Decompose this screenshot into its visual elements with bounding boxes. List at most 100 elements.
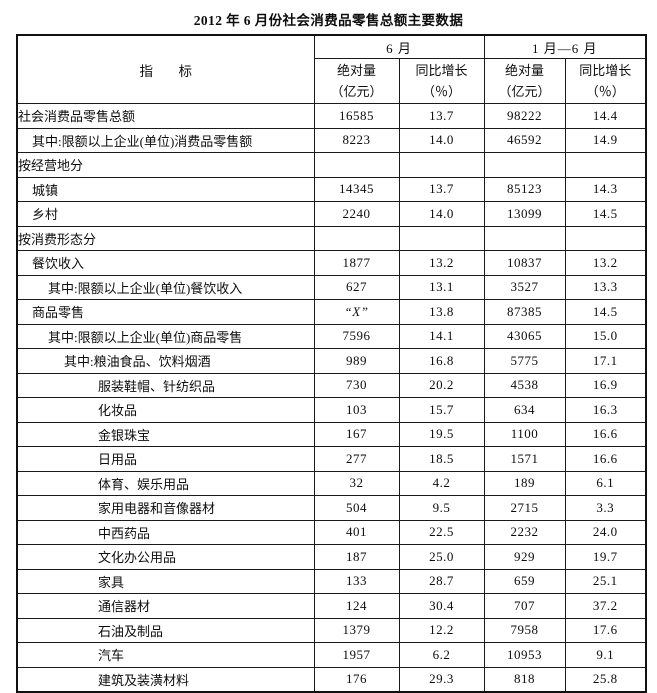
- row-cumulative-growth: 6.1: [564, 470, 647, 496]
- row-june-absolute: “X”: [313, 299, 400, 325]
- row-cumulative-absolute: 7958: [483, 617, 566, 643]
- subheader-line2: （亿元）: [330, 84, 383, 99]
- stats-table-container: 指 标 6 月 1 月—6 月 绝对量 （亿元） 同比增长 （％） 绝对量: [16, 34, 648, 693]
- row-indicator-label: 城镇: [32, 182, 59, 198]
- row-indicator-cell: 社会消费品零售总额: [16, 103, 315, 129]
- subheader-line1: 绝对量: [505, 63, 545, 78]
- table-row: 按消费形态分: [16, 225, 647, 251]
- row-june-growth: [398, 152, 485, 178]
- table-row: 服装鞋帽、针纺织品 730 20.2 4538 16.9: [16, 372, 647, 398]
- row-cumulative-growth: 16.3: [564, 397, 647, 423]
- subheader-line2: （亿元）: [498, 84, 551, 99]
- row-indicator-cell: 其中:粮油食品、饮料烟酒: [16, 348, 315, 374]
- row-june-growth: 16.8: [398, 348, 485, 374]
- table-row: 金银珠宝 167 19.5 1100 16.6: [16, 421, 647, 447]
- retail-sales-table: 指 标 6 月 1 月—6 月 绝对量 （亿元） 同比增长 （％） 绝对量: [16, 34, 648, 693]
- page-root: 2012 年 6 月份社会消费品零售总额主要数据 指 标 6 月 1 月—6 月…: [16, 13, 648, 693]
- row-cumulative-growth: 16.6: [564, 421, 647, 447]
- column-header-period-june: 6 月: [313, 34, 485, 59]
- table-row: 其中:限额以上企业(单位)商品零售 7596 14.1 43065 15.0: [16, 323, 647, 349]
- row-june-growth: 29.3: [398, 666, 485, 692]
- row-cumulative-growth: 25.1: [564, 568, 647, 594]
- table-row: 商品零售 “X” 13.8 87385 14.5: [16, 299, 647, 325]
- row-june-growth: 13.7: [398, 103, 485, 129]
- row-indicator-cell: 家用电器和音像器材: [16, 495, 315, 521]
- row-june-absolute: 7596: [313, 323, 400, 349]
- row-june-absolute: 14345: [313, 176, 400, 202]
- row-indicator-label: 餐饮收入: [32, 256, 85, 272]
- row-indicator-cell: 化妆品: [16, 397, 315, 423]
- row-indicator-cell: 日用品: [16, 446, 315, 472]
- row-cumulative-absolute: 2232: [483, 519, 566, 545]
- row-cumulative-absolute: 707: [483, 593, 566, 619]
- row-june-absolute: 124: [313, 593, 400, 619]
- row-indicator-label: 按消费形态分: [18, 231, 97, 247]
- row-june-absolute: 277: [313, 446, 400, 472]
- column-header-indicator: 指 标: [16, 34, 315, 104]
- column-header-june-absolute: 绝对量 （亿元）: [313, 58, 400, 104]
- row-indicator-label: 服装鞋帽、针纺织品: [98, 378, 216, 394]
- row-indicator-label: 按经营地分: [18, 158, 84, 174]
- row-june-growth: 9.5: [398, 495, 485, 521]
- row-cumulative-absolute: 1571: [483, 446, 566, 472]
- table-body: 社会消费品零售总额 16585 13.7 98222 14.4 其中:限额以上企业(单位)…: [16, 103, 647, 692]
- row-cumulative-absolute: 659: [483, 568, 566, 594]
- row-indicator-cell: 其中:限额以上企业(单位)商品零售: [16, 323, 315, 349]
- row-indicator-label: 其中:限额以上企业(单位)消费品零售额: [32, 133, 253, 149]
- row-june-growth: 13.2: [398, 250, 485, 276]
- row-june-growth: 15.7: [398, 397, 485, 423]
- row-indicator-label: 家具: [98, 574, 125, 590]
- table-row: 石油及制品 1379 12.2 7958 17.6: [16, 617, 647, 643]
- table-row: 乡村 2240 14.0 13099 14.5: [16, 201, 647, 227]
- row-june-absolute: 730: [313, 372, 400, 398]
- row-cumulative-growth: 14.5: [564, 201, 647, 227]
- row-indicator-label: 石油及制品: [98, 623, 164, 639]
- row-june-growth: 12.2: [398, 617, 485, 643]
- row-june-growth: 25.0: [398, 544, 485, 570]
- row-indicator-label: 商品零售: [32, 305, 85, 321]
- row-june-growth: 13.1: [398, 274, 485, 300]
- row-indicator-label: 汽车: [98, 648, 125, 664]
- table-row: 中西药品 401 22.5 2232 24.0: [16, 519, 647, 545]
- row-indicator-cell: 家具: [16, 568, 315, 594]
- row-cumulative-growth: 15.0: [564, 323, 647, 349]
- row-cumulative-growth: 16.9: [564, 372, 647, 398]
- row-cumulative-absolute: 85123: [483, 176, 566, 202]
- row-indicator-label: 建筑及装潢材料: [98, 672, 190, 688]
- column-header-cumulative-absolute: 绝对量 （亿元）: [483, 58, 566, 104]
- table-row: 化妆品 103 15.7 634 16.3: [16, 397, 647, 423]
- column-header-cumulative-growth: 同比增长 （％）: [564, 58, 647, 104]
- row-cumulative-growth: [564, 225, 647, 251]
- row-cumulative-growth: 14.4: [564, 103, 647, 129]
- row-cumulative-absolute: 929: [483, 544, 566, 570]
- header-row-subcolumns: 绝对量 （亿元） 同比增长 （％） 绝对量 （亿元） 同比增长 （％）: [17, 58, 647, 104]
- page-title: 2012 年 6 月份社会消费品零售总额主要数据: [193, 13, 464, 28]
- row-cumulative-absolute: 1100: [483, 421, 566, 447]
- row-cumulative-growth: 25.8: [564, 666, 647, 692]
- row-june-absolute: 8223: [313, 127, 400, 153]
- row-cumulative-growth: 3.3: [564, 495, 647, 521]
- row-indicator-label: 其中:粮油食品、饮料烟酒: [64, 354, 211, 370]
- row-june-absolute: 187: [313, 544, 400, 570]
- row-indicator-cell: 石油及制品: [16, 617, 315, 643]
- row-june-growth: 19.5: [398, 421, 485, 447]
- row-indicator-label: 文化办公用品: [98, 550, 177, 566]
- row-june-growth: 14.0: [398, 201, 485, 227]
- header-row-period: 指 标 6 月 1 月—6 月: [16, 34, 647, 104]
- table-header: 指 标 6 月 1 月—6 月 绝对量 （亿元） 同比增长 （％） 绝对量: [16, 34, 647, 104]
- row-indicator-label: 社会消费品零售总额: [18, 109, 136, 125]
- row-indicator-label: 化妆品: [98, 403, 138, 419]
- row-cumulative-growth: 16.6: [564, 446, 647, 472]
- row-indicator-cell: 商品零售: [16, 299, 315, 325]
- row-cumulative-absolute: 5775: [483, 348, 566, 374]
- row-june-absolute: 1379: [313, 617, 400, 643]
- subheader-line2: （％）: [585, 84, 625, 99]
- row-cumulative-absolute: 13099: [483, 201, 566, 227]
- row-indicator-cell: 餐饮收入: [16, 250, 315, 276]
- row-june-absolute: 2240: [313, 201, 400, 227]
- table-row: 其中:粮油食品、饮料烟酒 989 16.8 5775 17.1: [16, 348, 647, 374]
- row-indicator-label: 中西药品: [98, 525, 151, 541]
- row-cumulative-absolute: 634: [483, 397, 566, 423]
- table-row: 按经营地分: [16, 152, 647, 178]
- row-june-absolute: 32: [313, 470, 400, 496]
